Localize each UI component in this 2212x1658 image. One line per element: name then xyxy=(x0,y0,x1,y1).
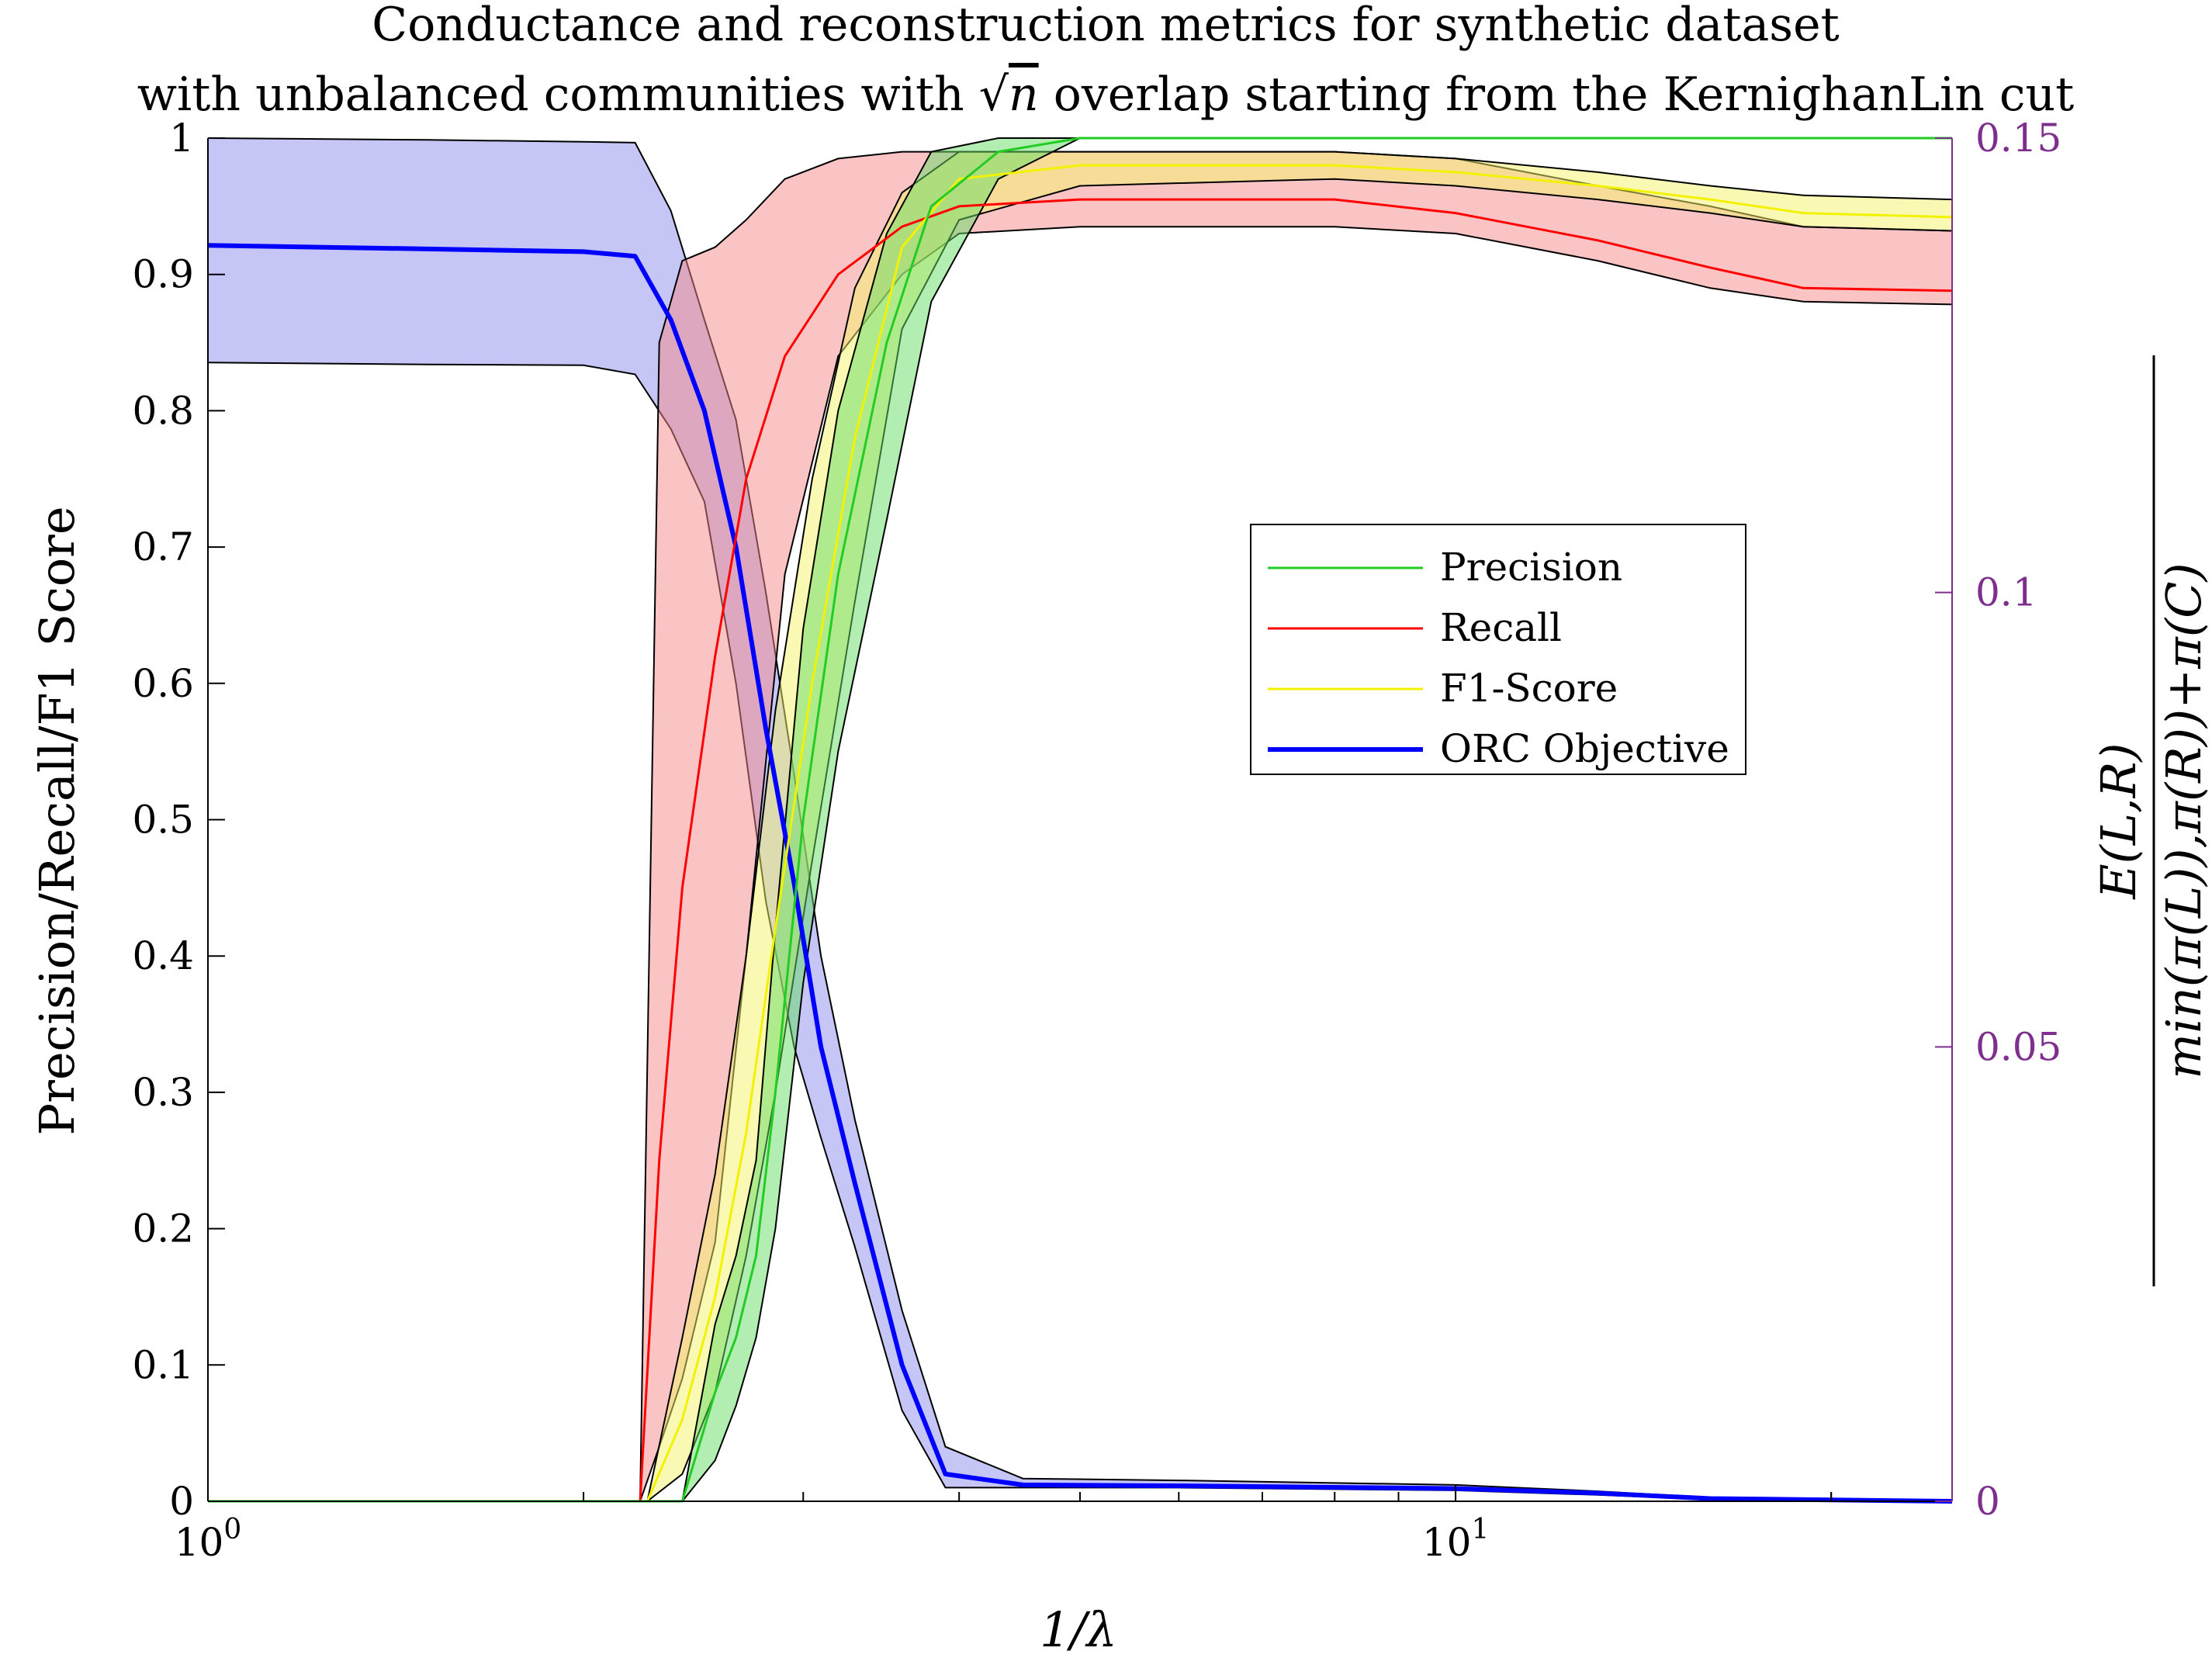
orc-objective-line xyxy=(207,243,1953,1504)
legend-label-orc-objective: ORC Objective xyxy=(1440,726,1729,771)
x-tick-label: 101 xyxy=(1422,1514,1490,1565)
recall-line xyxy=(208,198,1953,1503)
f1-score-upper-bound xyxy=(208,151,1953,1502)
chart-title: Conductance and reconstruction metrics f… xyxy=(372,0,1839,52)
legend-label-recall: Recall xyxy=(1440,605,1562,650)
x-axis-label: 1/λ xyxy=(1040,1601,1117,1658)
f1-score-line xyxy=(208,164,1953,1503)
y-axis-right-label: E(L,R) min(π(L)),π(R))+π(C) xyxy=(2090,355,2212,1286)
f1-score-lower-bound xyxy=(208,178,1953,1502)
right-label-denominator: min(π(L)),π(R))+π(C) xyxy=(2155,562,2212,1078)
y-tick-label: 0.7 xyxy=(132,524,194,569)
sqrt-n: n xyxy=(1009,67,1039,122)
y-tick-label: 0.5 xyxy=(132,798,194,843)
precision-upper-bound xyxy=(208,137,1952,1502)
y-axis-left: 0 0.1 0.2 0.3 0.4 0.5 0.6 0.7 0.8 0.9 1 xyxy=(132,116,225,1524)
y-tick-label: 0.6 xyxy=(132,661,194,706)
legend-label-f1-score: F1-Score xyxy=(1440,666,1618,711)
y-tick-label: 0.2 xyxy=(132,1206,194,1251)
y-tick-label: 0.9 xyxy=(132,252,194,297)
y-tick-label: 0.1 xyxy=(132,1342,194,1387)
y-axis-right: 0 0.05 0.1 0.15 xyxy=(1935,116,2061,1524)
sqrt-symbol: √ xyxy=(979,67,1009,122)
y-tick-label: 1 xyxy=(169,116,194,161)
recall-band xyxy=(208,151,1952,1502)
x-axis: 100 101 xyxy=(175,1484,1833,1565)
orc-objective-band xyxy=(208,138,1952,1501)
legend: Precision Recall F1-Score ORC Objective xyxy=(1250,524,1746,775)
y-axis-label: Precision/Recall/F1 Score xyxy=(29,506,85,1135)
confidence-bands xyxy=(207,137,1953,1502)
precision-lower-bound xyxy=(208,137,1952,1502)
right-label-numerator: E(L,R) xyxy=(2090,742,2147,899)
y-tick-label: 0.3 xyxy=(132,1070,194,1115)
precision-line xyxy=(208,137,1952,1503)
y-right-tick-label: 0 xyxy=(1975,1479,2000,1524)
y-right-tick-label: 0.15 xyxy=(1975,116,2061,161)
legend-box xyxy=(1250,524,1746,775)
y-tick-label: 0.4 xyxy=(132,933,194,978)
y-tick-label: 0.8 xyxy=(132,388,194,433)
y-right-tick-label: 0.1 xyxy=(1975,570,2037,615)
legend-label-precision: Precision xyxy=(1440,545,1622,590)
chart-subtitle: with unbalanced communities with √n over… xyxy=(137,67,2075,122)
y-tick-label: 0 xyxy=(169,1479,194,1524)
x-tick-label: 100 xyxy=(175,1514,242,1565)
y-right-tick-label: 0.05 xyxy=(1975,1024,2061,1069)
recall-lower-bound xyxy=(208,226,1953,1502)
